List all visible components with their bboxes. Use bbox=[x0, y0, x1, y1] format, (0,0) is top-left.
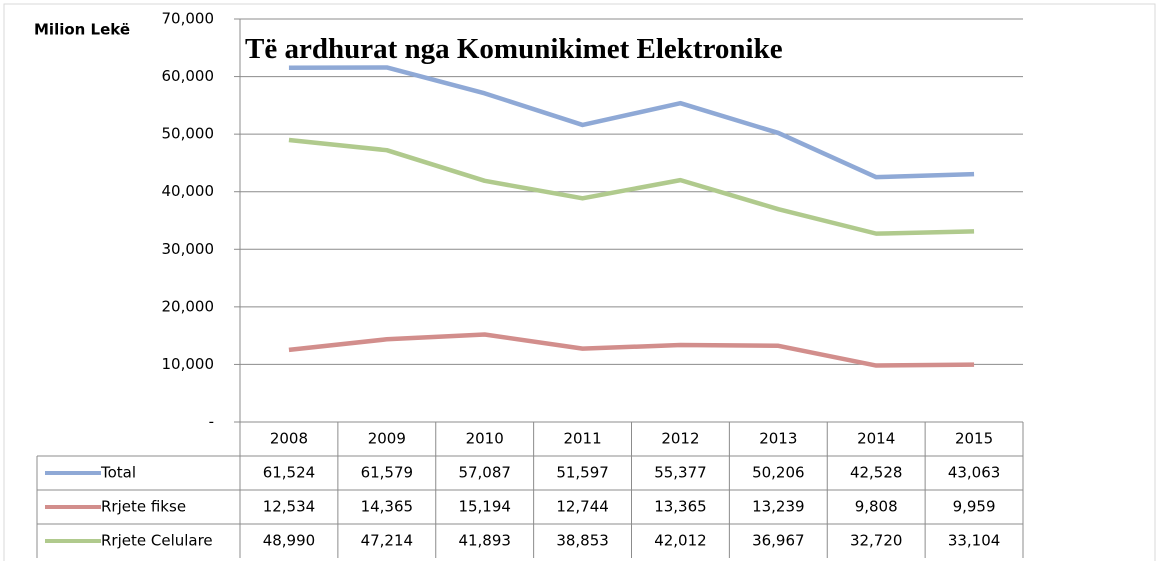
x-tick-label: 2008 bbox=[270, 430, 308, 448]
table-value: 32,720 bbox=[850, 532, 903, 550]
table-value: 43,063 bbox=[948, 464, 1001, 482]
table-value: 13,239 bbox=[752, 498, 805, 516]
table-value: 36,967 bbox=[752, 532, 805, 550]
legend-label: Rrjete fikse bbox=[101, 498, 186, 516]
y-tick-label: - bbox=[209, 413, 214, 431]
chart-title: Të ardhurat nga Komunikimet Elektronike bbox=[245, 33, 783, 65]
table-value: 13,365 bbox=[654, 498, 707, 516]
x-tick-label: 2010 bbox=[466, 430, 504, 448]
table-value: 55,377 bbox=[654, 464, 707, 482]
table-value: 50,206 bbox=[752, 464, 805, 482]
table-value: 15,194 bbox=[458, 498, 511, 516]
y-tick-label: 40,000 bbox=[162, 182, 215, 200]
series-line bbox=[288, 65, 975, 180]
series-line bbox=[288, 137, 975, 236]
y-axis-label: Milion Lekë bbox=[34, 21, 130, 39]
x-tick-label: 2009 bbox=[368, 430, 406, 448]
table-value: 57,087 bbox=[458, 464, 511, 482]
chart-frame bbox=[3, 3, 1156, 561]
y-tick-label: 10,000 bbox=[162, 355, 215, 373]
table-value: 61,579 bbox=[361, 464, 414, 482]
x-tick-label: 2013 bbox=[759, 430, 797, 448]
x-tick-label: 2014 bbox=[857, 430, 895, 448]
table-value: 12,534 bbox=[263, 498, 316, 516]
y-tick-label: 30,000 bbox=[162, 240, 215, 258]
table-value: 12,744 bbox=[556, 498, 609, 516]
table-value: 47,214 bbox=[361, 532, 414, 550]
y-tick-label: 60,000 bbox=[162, 67, 215, 85]
table-value: 33,104 bbox=[948, 532, 1001, 550]
table-value: 9,959 bbox=[953, 498, 996, 516]
table-value: 41,893 bbox=[458, 532, 511, 550]
x-tick-label: 2015 bbox=[955, 430, 993, 448]
x-tick-label: 2012 bbox=[661, 430, 699, 448]
x-tick-label: 2011 bbox=[563, 430, 601, 448]
legend-label: Total bbox=[100, 464, 136, 482]
table-value: 61,524 bbox=[263, 464, 316, 482]
series-line bbox=[288, 332, 975, 368]
table-value: 42,528 bbox=[850, 464, 903, 482]
table-value: 42,012 bbox=[654, 532, 707, 550]
y-tick-label: 70,000 bbox=[162, 10, 215, 28]
table-value: 38,853 bbox=[556, 532, 609, 550]
table-value: 14,365 bbox=[361, 498, 414, 516]
table-value: 51,597 bbox=[556, 464, 609, 482]
legend-label: Rrjete Celulare bbox=[101, 532, 213, 550]
table-value: 9,808 bbox=[855, 498, 898, 516]
table-value: 48,990 bbox=[263, 532, 316, 550]
y-tick-label: 50,000 bbox=[162, 125, 215, 143]
y-tick-label: 20,000 bbox=[162, 297, 215, 315]
